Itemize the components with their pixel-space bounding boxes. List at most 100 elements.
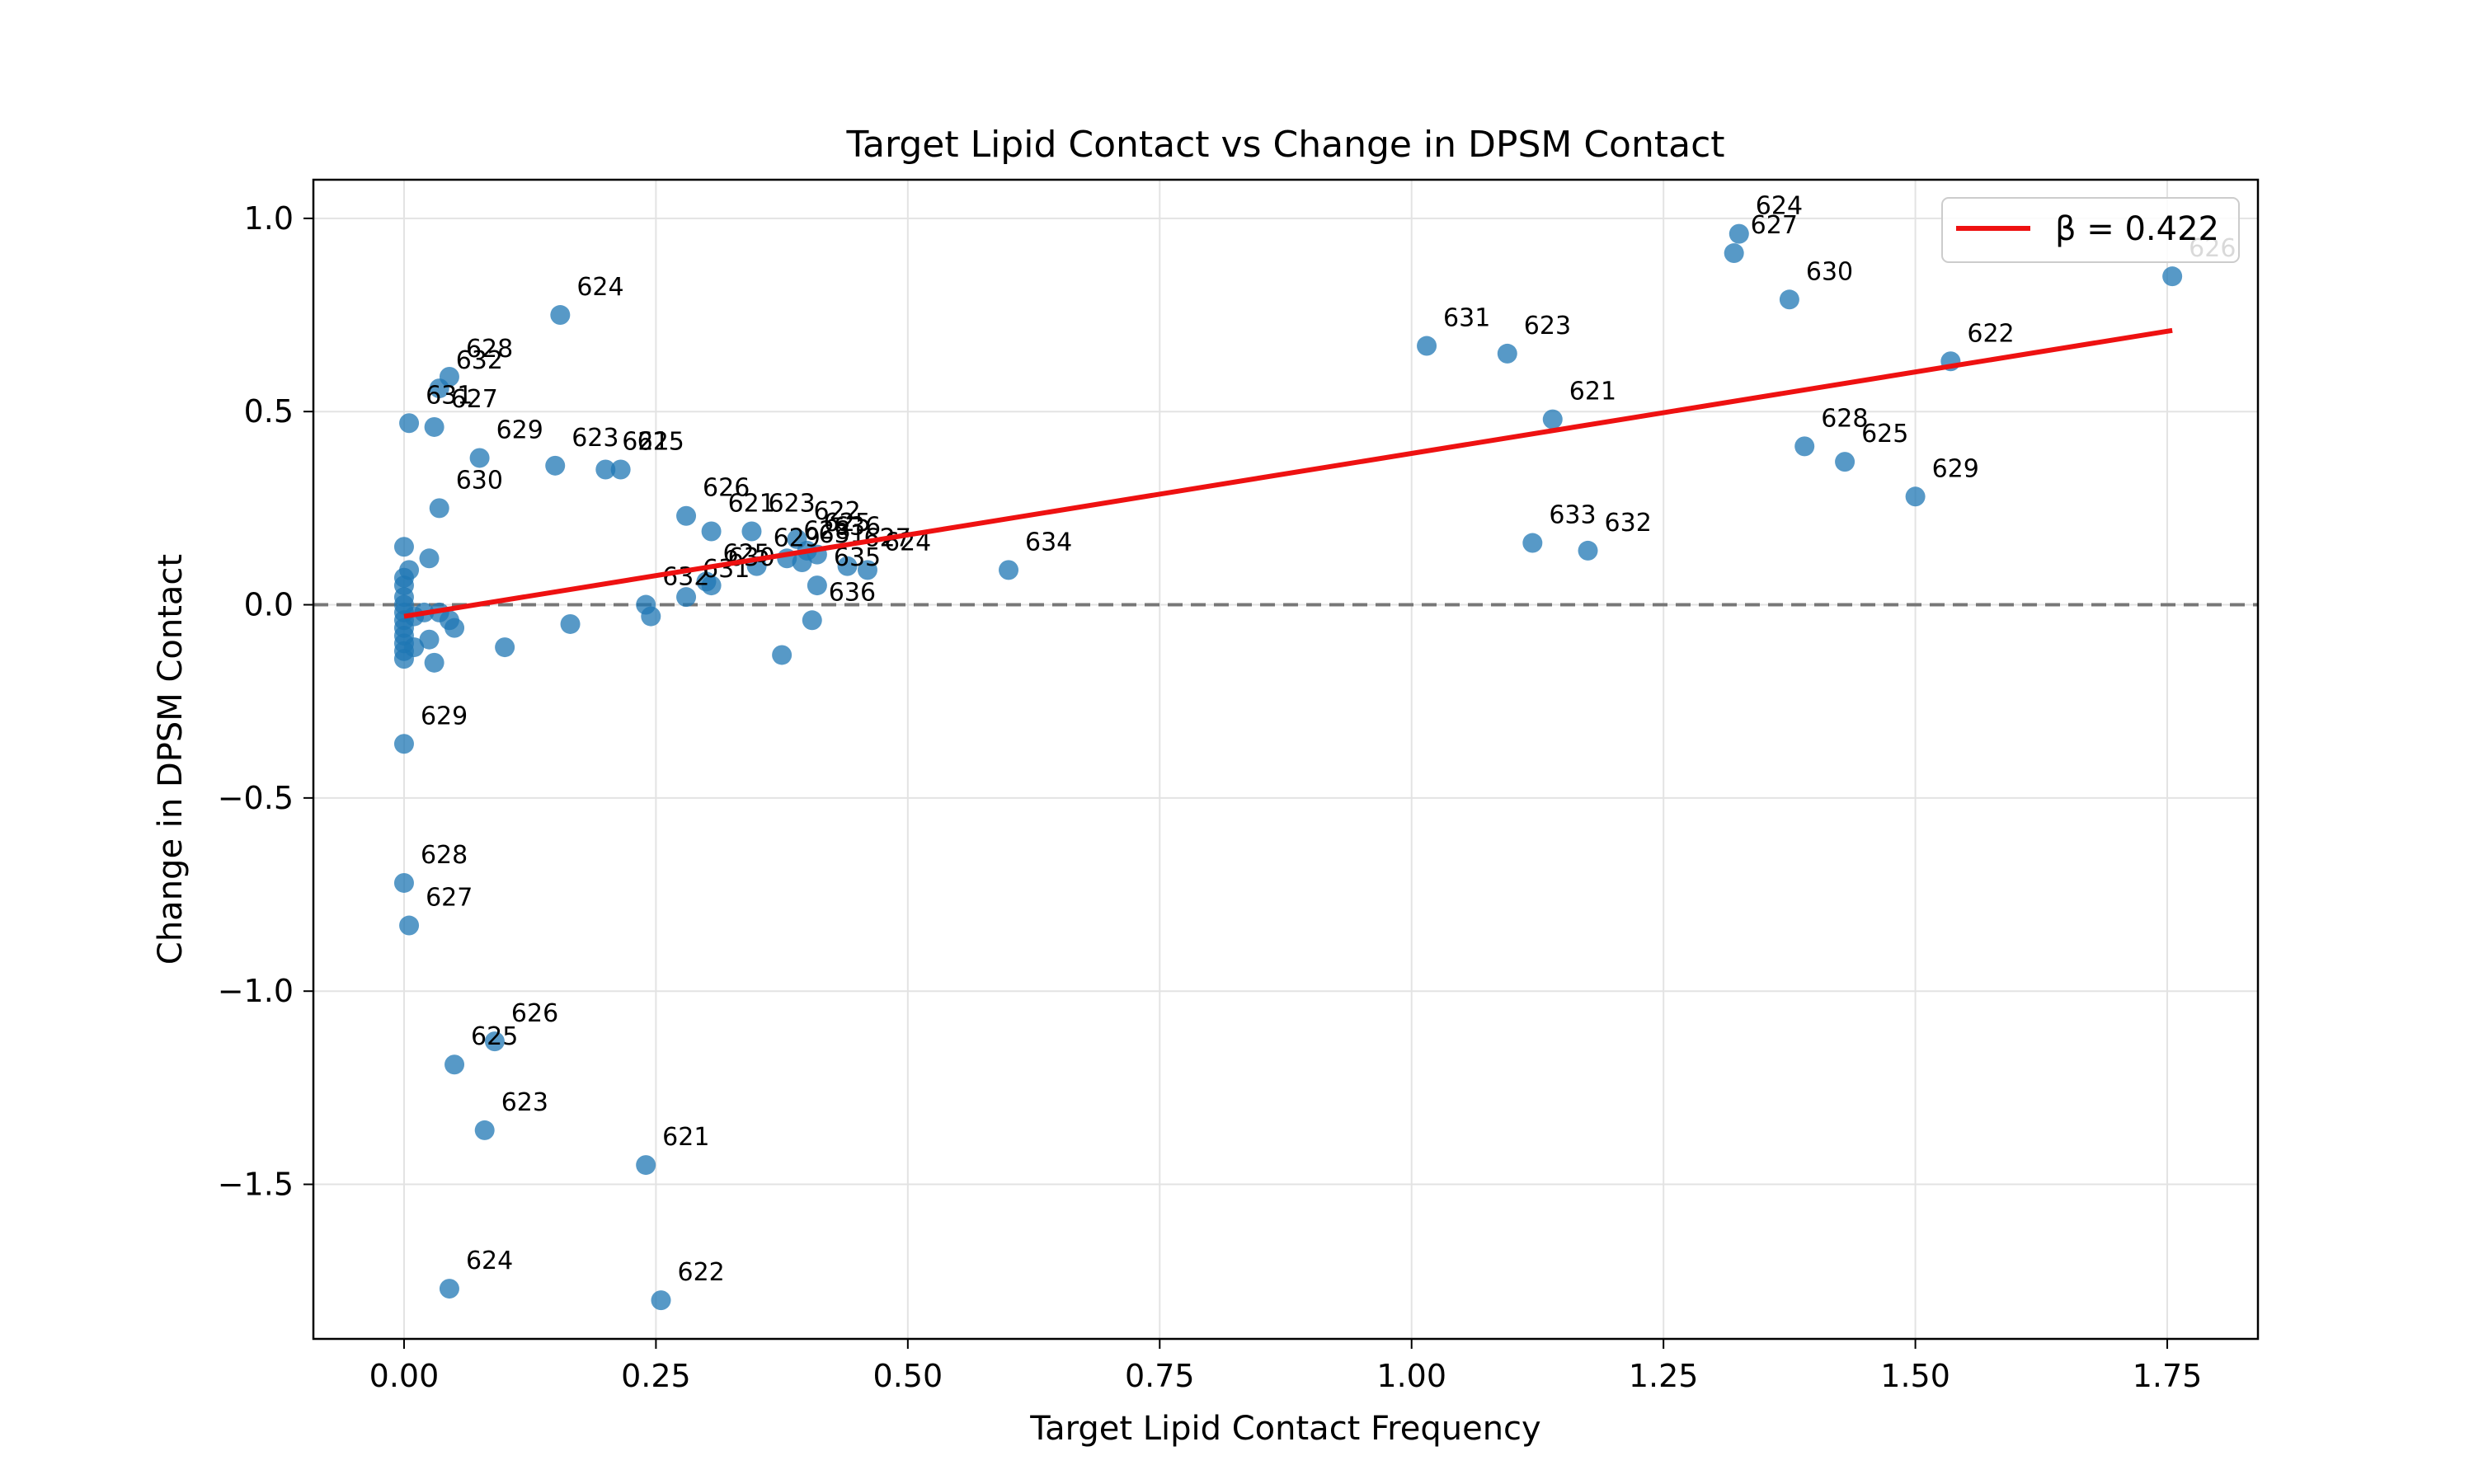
- point-label: 628: [1821, 404, 1868, 433]
- data-point: [676, 505, 697, 526]
- point-label: 622: [678, 1258, 725, 1287]
- data-point: [404, 637, 425, 658]
- point-label: 628: [803, 516, 850, 545]
- point-label: 621: [728, 489, 775, 518]
- x-tick-label: 0.25: [621, 1358, 691, 1394]
- data-point: [424, 416, 444, 437]
- data-point: [560, 613, 581, 634]
- point-label: 636: [834, 513, 881, 542]
- x-axis-ticks: 0.00 0.25 0.50 0.75 1.00 1.25 1.50 1.75: [369, 1339, 2203, 1394]
- point-label: 624: [1756, 192, 1803, 221]
- x-tick-label: 1.75: [2133, 1358, 2203, 1394]
- y-tick-label: −1.5: [218, 1167, 294, 1203]
- y-tick-label: 0.5: [244, 393, 294, 430]
- y-tick-label: 0.0: [244, 587, 294, 623]
- x-axis-label: Target Lipid Contact Frequency: [1029, 1410, 1540, 1448]
- point-label: 621: [1569, 378, 1616, 406]
- data-point: [469, 448, 490, 468]
- legend-box: [1941, 197, 2240, 263]
- point-label: 635: [834, 543, 881, 572]
- data-point: [2162, 266, 2183, 287]
- data-point: [701, 575, 722, 596]
- data-point: [399, 413, 420, 434]
- point-label: 634: [1025, 528, 1072, 556]
- plot-area-frame: [312, 178, 2260, 1341]
- point-label: 624: [466, 1247, 513, 1275]
- point-label: 623: [768, 489, 815, 518]
- chart-title: Target Lipid Contact vs Change in DPSM C…: [845, 124, 1724, 166]
- fit-line: [403, 327, 2173, 619]
- point-label: 633: [1549, 501, 1596, 530]
- grid-lines: [313, 180, 2258, 1339]
- data-point: [1729, 223, 1749, 244]
- legend: β = 0.422: [1941, 197, 2240, 263]
- data-point: [1779, 289, 1799, 310]
- point-label: 629: [421, 702, 468, 730]
- point-label: 621: [662, 1123, 709, 1152]
- data-point: [802, 610, 822, 631]
- point-label: 625: [471, 1022, 518, 1051]
- point-label: 627: [426, 884, 473, 913]
- data-point: [429, 498, 449, 519]
- data-point: [651, 1290, 671, 1311]
- data-point: [807, 575, 827, 596]
- data-point: [1905, 486, 1926, 507]
- data-point: [545, 455, 566, 476]
- data-point: [393, 734, 414, 754]
- data-point: [1542, 409, 1563, 430]
- point-label: 622: [813, 497, 860, 526]
- point-label: 625: [637, 428, 684, 457]
- regression-line: [403, 327, 2173, 619]
- data-point: [495, 637, 515, 658]
- data-point: [1522, 533, 1543, 553]
- point-label: 628: [421, 841, 468, 870]
- data-point: [393, 537, 414, 557]
- point-label: 630: [1806, 257, 1853, 286]
- data-point: [419, 548, 440, 569]
- point-label: 623: [501, 1088, 548, 1117]
- data-point: [1578, 540, 1598, 561]
- data-point: [1835, 452, 1856, 472]
- data-point: [1794, 436, 1815, 457]
- data-point: [444, 618, 465, 638]
- data-point: [550, 305, 571, 326]
- point-label: 624: [576, 273, 623, 302]
- data-point: [999, 560, 1019, 580]
- data-point: [424, 652, 444, 673]
- point-label: 627: [1751, 211, 1798, 240]
- point-label: 623: [571, 424, 618, 453]
- data-point: [636, 1155, 656, 1176]
- data-point: [837, 556, 858, 576]
- point-label: 629: [1932, 454, 1979, 483]
- data-point: [474, 1120, 495, 1140]
- x-tick-label: 1.50: [1880, 1358, 1950, 1394]
- point-label: 627: [451, 385, 498, 414]
- x-tick-label: 1.00: [1376, 1358, 1446, 1394]
- data-points: [393, 223, 2183, 1311]
- data-point: [595, 459, 616, 480]
- point-label: 636: [829, 578, 876, 607]
- data-point: [772, 645, 793, 665]
- point-label: 631: [1443, 304, 1490, 333]
- y-axis-label: Change in DPSM Contact: [152, 554, 190, 965]
- data-point: [429, 378, 449, 399]
- data-point: [399, 915, 420, 936]
- data-point: [439, 1279, 459, 1299]
- data-point: [676, 587, 697, 608]
- data-point: [399, 560, 420, 580]
- x-tick-label: 0.50: [873, 1358, 943, 1394]
- point-label: 629: [496, 416, 543, 444]
- data-point: [419, 629, 440, 650]
- legend-label-fit: β = 0.422: [2055, 210, 2219, 248]
- data-point: [1497, 343, 1517, 364]
- point-label: 626: [703, 474, 750, 503]
- point-label: 622: [1967, 319, 2014, 348]
- point-label: 623: [1524, 312, 1571, 340]
- y-axis-ticks: 1.0 0.5 0.0 −0.5 −1.0 −1.5: [218, 200, 313, 1203]
- point-label: 632: [1605, 509, 1652, 538]
- point-label: 625: [824, 509, 871, 538]
- x-tick-label: 1.25: [1629, 1358, 1699, 1394]
- x-tick-label: 0.00: [369, 1358, 440, 1394]
